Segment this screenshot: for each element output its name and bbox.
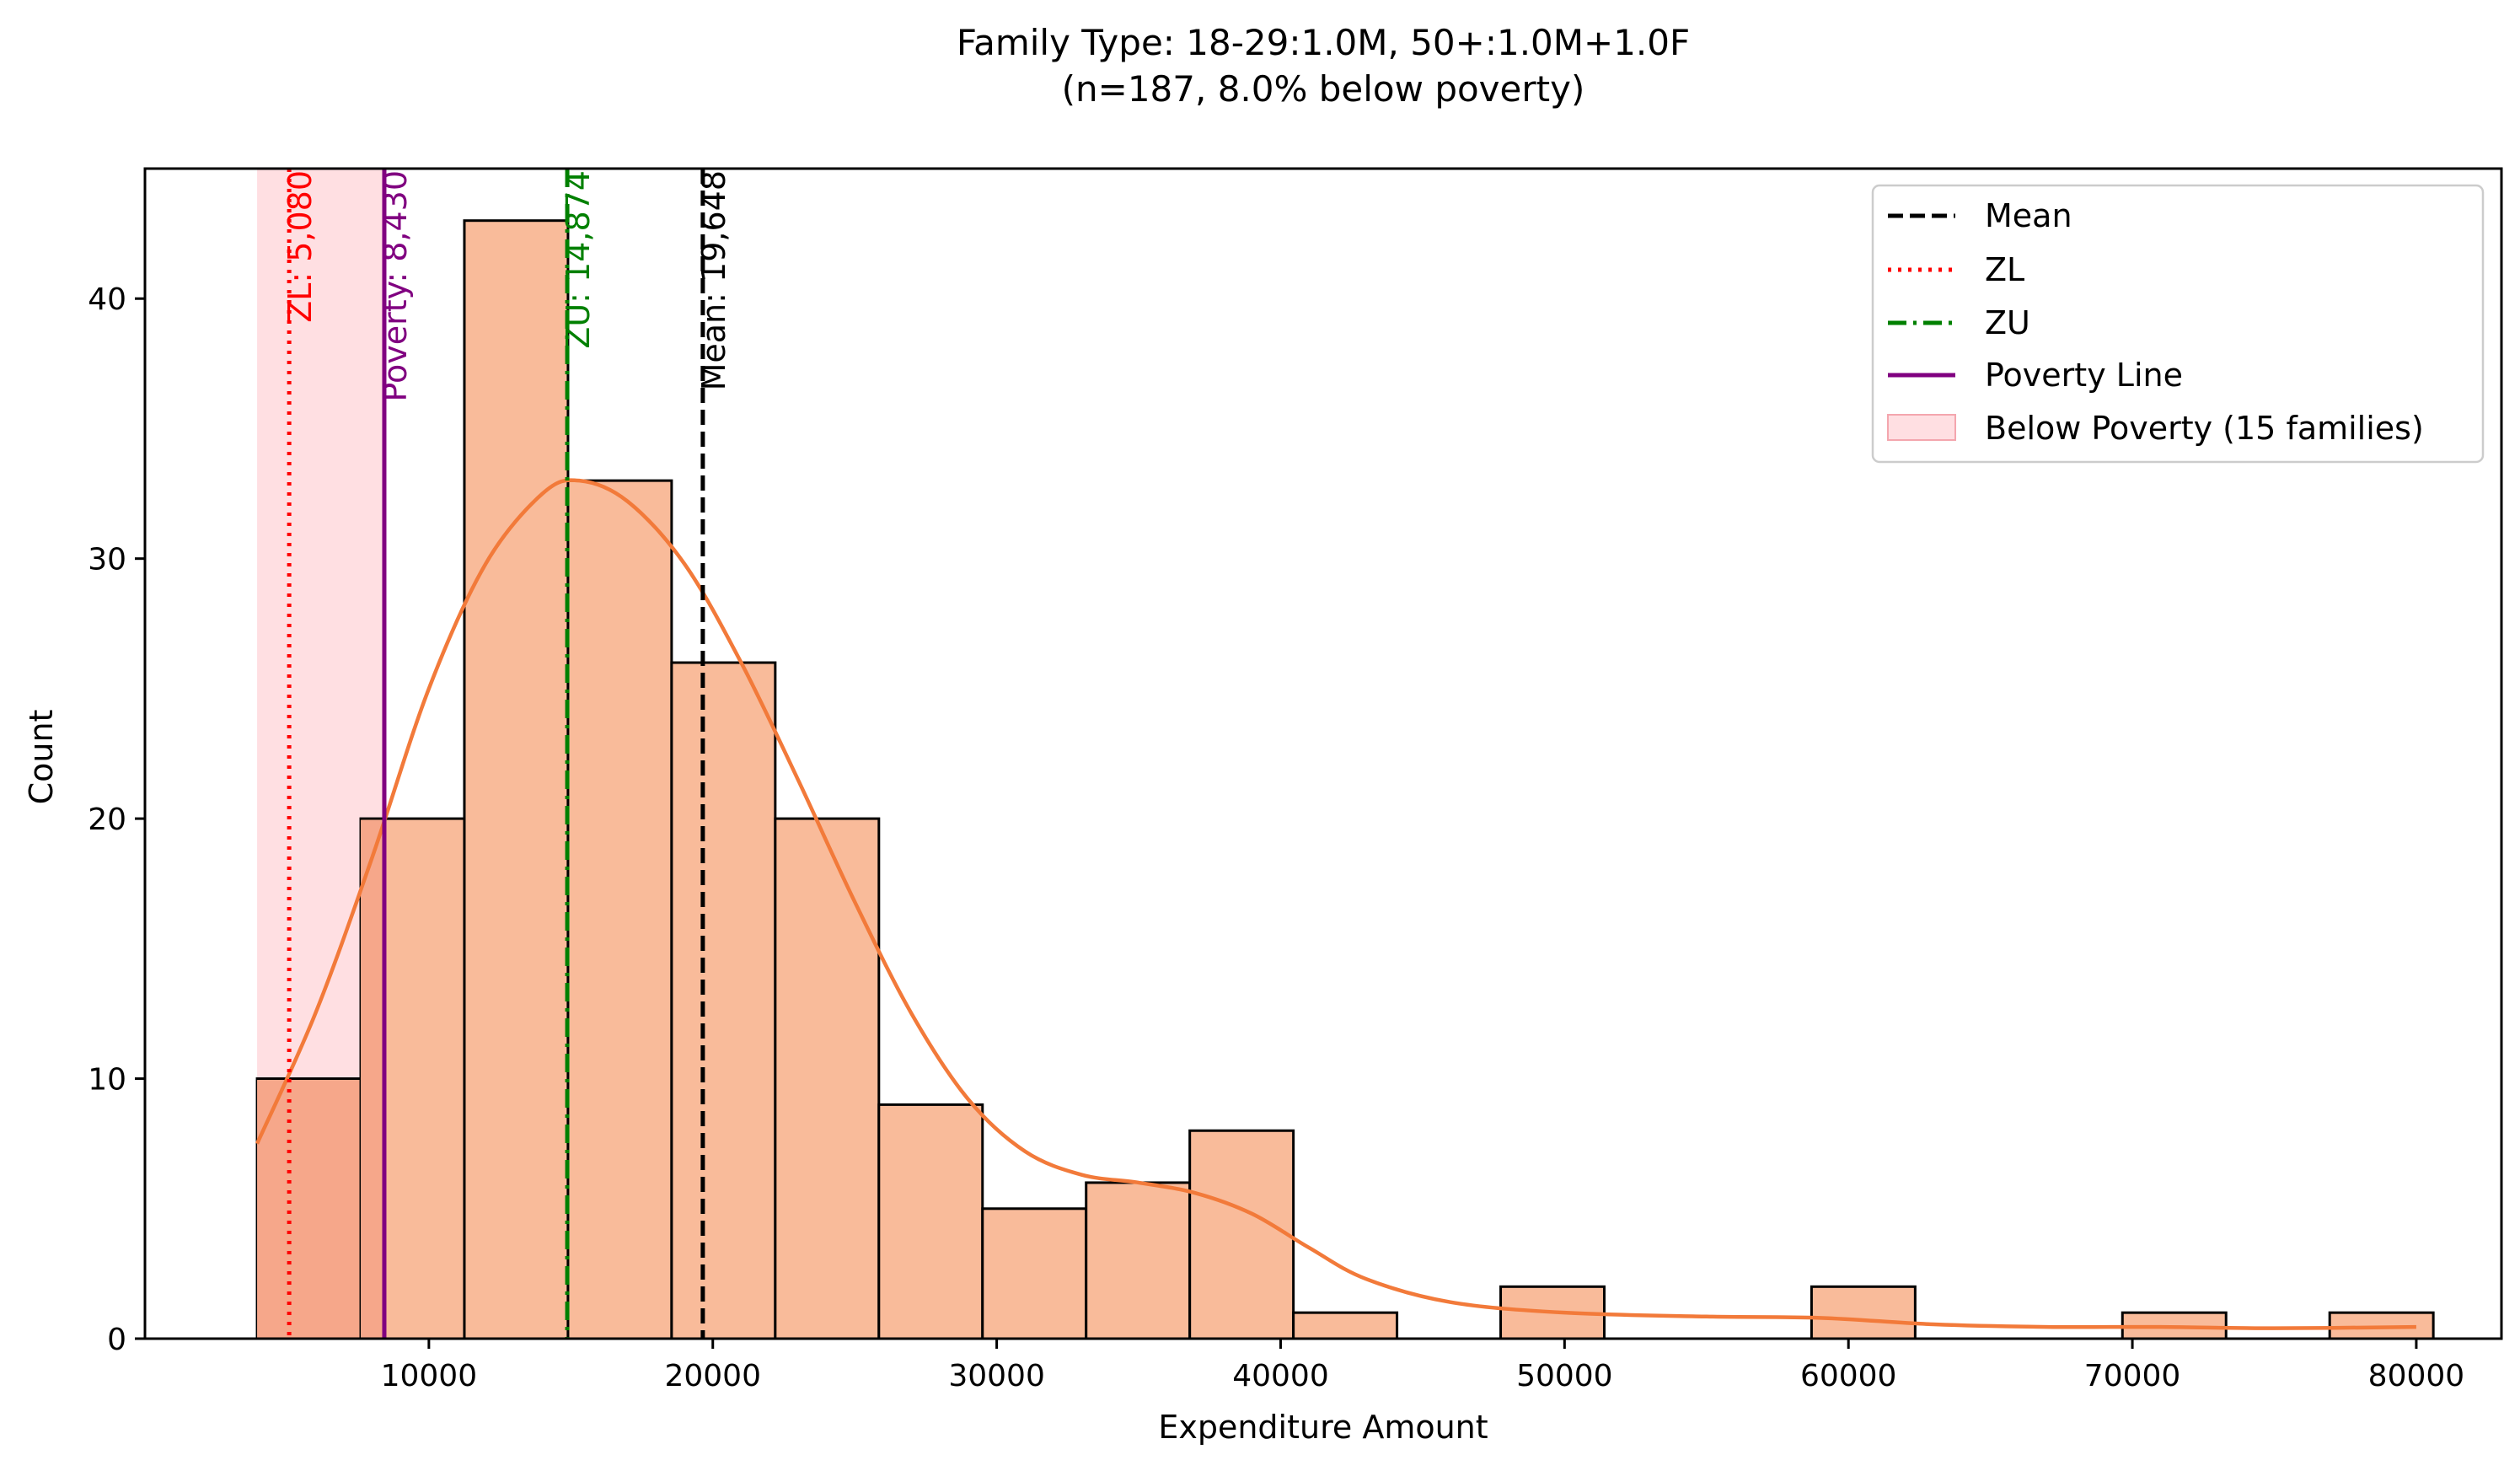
- legend-zl-label: ZL: [1985, 251, 2024, 288]
- x-tick-label-4: 50000: [1516, 1359, 1613, 1393]
- y-axis-label: Count: [23, 710, 60, 805]
- histogram-bar-9: [1188, 1129, 1295, 1340]
- histogram-bar-5: [774, 817, 881, 1340]
- legend-below-poverty-swatch: [1887, 414, 1956, 441]
- x-tick-label-2: 30000: [948, 1359, 1045, 1393]
- y-tick-label-3: 30: [88, 543, 126, 577]
- legend-mean-label: Mean: [1985, 197, 2072, 234]
- bar-span-overlap-1: [361, 819, 383, 1338]
- zl-line-label: ZL: 5,080: [281, 170, 319, 323]
- plot-frame: [143, 167, 2503, 1340]
- poverty-line-label: Poverty: 8,430: [377, 170, 414, 402]
- x-tick-label-6: 70000: [2084, 1359, 2181, 1393]
- histogram-bar-6: [877, 1103, 984, 1340]
- histogram-bar-4: [670, 661, 777, 1340]
- legend-poverty-label: Poverty Line: [1985, 357, 2183, 394]
- x-tick-label-5: 60000: [1800, 1359, 1897, 1393]
- histogram-bar-2: [463, 219, 570, 1340]
- legend: Mean ZL ZU Poverty Line Below Poverty (1…: [1871, 184, 2485, 464]
- chart-title-line-1: Family Type: 18-29:1.0M, 50+:1.0M+1.0F: [957, 22, 1690, 63]
- zu-line-label: ZU: 14,874: [560, 170, 597, 349]
- histogram-bar-10: [1292, 1311, 1399, 1340]
- mean-line-label: Mean: 19,648: [695, 170, 732, 390]
- y-tick-label-2: 20: [88, 803, 126, 837]
- bar-span-overlap-0: [257, 1080, 360, 1338]
- x-tick-label-0: 10000: [381, 1359, 478, 1393]
- x-tick-label-1: 20000: [664, 1359, 761, 1393]
- legend-below-poverty-label: Below Poverty (15 families): [1985, 410, 2424, 447]
- legend-box: [1871, 184, 2485, 464]
- histogram-bar-7: [981, 1207, 1088, 1340]
- x-tick-label-3: 40000: [1232, 1359, 1329, 1393]
- histogram-bar-8: [1085, 1181, 1192, 1340]
- chart-title-line-2: (n=187, 8.0% below poverty): [1062, 68, 1585, 110]
- histogram-bar-15: [1810, 1285, 1917, 1340]
- legend-zu-label: ZU: [1985, 304, 2030, 341]
- x-axis-label: Expenditure Amount: [1158, 1409, 1488, 1446]
- y-tick-label-1: 10: [88, 1063, 126, 1098]
- y-tick-label-4: 40: [88, 282, 126, 317]
- y-tick-label-0: 0: [107, 1323, 126, 1357]
- kde-curve: [255, 478, 2416, 1330]
- histogram-bar-3: [566, 479, 673, 1340]
- x-tick-label-7: 80000: [2368, 1359, 2465, 1393]
